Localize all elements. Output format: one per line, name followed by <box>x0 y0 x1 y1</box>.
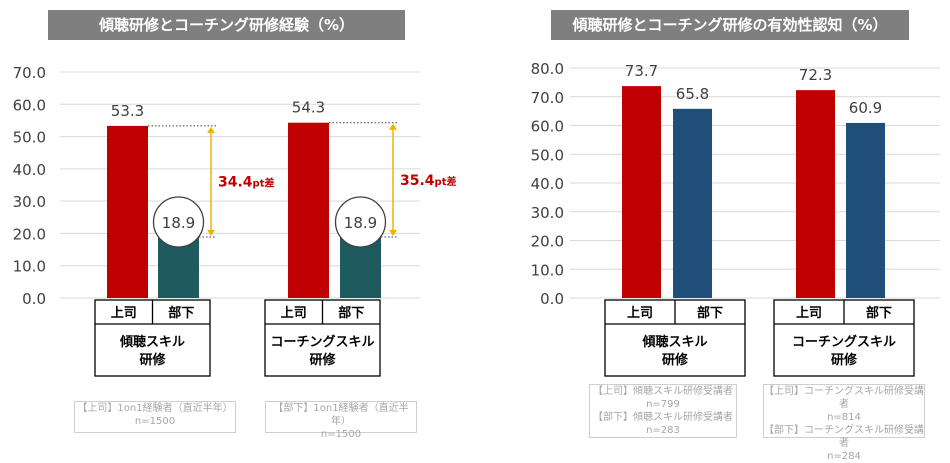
y-tick-label: 50.0 <box>531 146 564 164</box>
y-tick-label: 20.0 <box>13 225 46 243</box>
right-chart-panel: 傾聴研修とコーチング研修の有効性認知（%） 80.0 70.0 60.0 50.0 40… <box>500 0 950 462</box>
difference-label: 35.4pt差 <box>400 173 457 189</box>
difference-label: 34.4pt差 <box>218 174 275 190</box>
difference-unit: pt差 <box>435 175 457 188</box>
series-label-boss: 上司 <box>627 306 653 321</box>
y-tick-label: 10.0 <box>531 261 564 279</box>
series-label-subordinate: 部下 <box>697 305 723 321</box>
category-label: 傾聴スキル <box>641 334 707 350</box>
data-label: 65.8 <box>676 85 709 103</box>
bar-subordinate <box>673 108 712 298</box>
y-tick-label: 10.0 <box>13 258 46 276</box>
bar-boss <box>796 90 835 298</box>
series-label-boss: 上司 <box>111 306 137 321</box>
note-line: 【上司】コーチングスキル研修受講者 <box>764 386 924 410</box>
right-chart-svg: 80.0 70.0 60.0 50.0 40.0 30.0 20.0 10.0 0.0 73.7 6… <box>531 60 940 377</box>
category-label: 研修 <box>309 352 336 368</box>
category-label: コーチングスキル <box>792 334 896 350</box>
y-tick-label: 30.0 <box>531 204 564 222</box>
bar-subordinate <box>846 122 885 298</box>
arrow-head <box>389 123 397 130</box>
category-label: 研修 <box>662 352 689 368</box>
y-tick-label: 40.0 <box>531 175 564 193</box>
series-label-boss: 上司 <box>796 306 822 321</box>
category-label: 傾聴スキル <box>119 334 185 350</box>
data-label: 54.3 <box>292 99 325 117</box>
y-tick-label: 0.0 <box>540 290 564 308</box>
note-coaching: 【上司】コーチングスキル研修受講者 n=814 【部下】コーチングスキル研修受講… <box>763 384 925 462</box>
y-tick-label: 60.0 <box>13 96 46 114</box>
note-sub: 【部下】1on1経験者（直近半年） n=1500 <box>265 401 417 440</box>
category-label: コーチングスキル <box>270 334 374 350</box>
note-line: 【上司】傾聴スキル研修受講者 <box>593 386 733 397</box>
note-line: 【部下】傾聴スキル研修受講者 <box>593 412 733 423</box>
bar-boss <box>288 122 329 298</box>
series-label-subordinate: 部下 <box>866 305 892 321</box>
series-label-subordinate: 部下 <box>168 305 194 321</box>
arrow-head <box>389 229 397 236</box>
note-skill: 【上司】傾聴スキル研修受講者 n=799 【部下】傾聴スキル研修受講者 n=28… <box>589 384 737 438</box>
bar-boss <box>107 125 148 298</box>
left-chart-svg: 70.0 60.0 50.0 40.0 30.0 20.0 10.0 0.0 53.3 18.9 3… <box>13 64 457 377</box>
note-line: 【部下】コーチングスキル研修受講者 <box>764 425 924 449</box>
series-label-subordinate: 部下 <box>338 305 364 321</box>
data-label: 18.9 <box>162 214 195 232</box>
highlight-circle <box>152 196 205 248</box>
note-line: n=1500 <box>134 416 176 427</box>
note-line: n=283 <box>646 425 680 436</box>
difference-value: 35.4 <box>400 173 435 189</box>
y-tick-label: 50.0 <box>13 129 46 147</box>
y-tick-label: 20.0 <box>531 233 564 251</box>
y-tick-label: 0.0 <box>22 290 46 308</box>
category-label: 研修 <box>139 352 166 368</box>
data-label: 72.3 <box>799 66 832 84</box>
arrow-head <box>207 126 215 133</box>
y-tick-label: 40.0 <box>13 161 46 179</box>
chart-title: 傾聴研修とコーチング研修経験（%） <box>48 10 405 40</box>
y-tick-label: 60.0 <box>531 118 564 136</box>
data-label: 60.9 <box>849 99 882 117</box>
note-line: n=799 <box>646 399 680 410</box>
data-label: 18.9 <box>344 214 377 232</box>
series-label-boss: 上司 <box>281 306 307 321</box>
note-line: 【部下】1on1経験者（直近半年） <box>273 403 409 427</box>
note-line: n=814 <box>827 412 861 423</box>
y-tick-label: 70.0 <box>531 89 564 107</box>
data-label: 53.3 <box>111 102 144 120</box>
category-label: 研修 <box>831 352 858 368</box>
chart-title: 傾聴研修とコーチング研修の有効性認知（%） <box>551 10 909 40</box>
left-chart-panel: 傾聴研修とコーチング研修経験（%） 70.0 60.0 50.0 40.0 30.0 20… <box>0 0 460 450</box>
y-tick-label: 80.0 <box>531 60 564 78</box>
difference-value: 34.4 <box>218 174 253 190</box>
note-line: 【上司】1on1経験者（直近半年） <box>77 403 233 414</box>
y-tick-label: 70.0 <box>13 64 46 82</box>
note-boss: 【上司】1on1経験者（直近半年） n=1500 <box>74 401 236 433</box>
data-label: 73.7 <box>625 62 658 80</box>
note-line: n=284 <box>827 451 861 462</box>
difference-unit: pt差 <box>253 176 275 189</box>
bar-boss <box>622 86 661 298</box>
note-line: n=1500 <box>320 429 362 440</box>
highlight-circle <box>334 196 387 248</box>
arrow-head <box>207 229 215 236</box>
y-tick-label: 30.0 <box>13 193 46 211</box>
